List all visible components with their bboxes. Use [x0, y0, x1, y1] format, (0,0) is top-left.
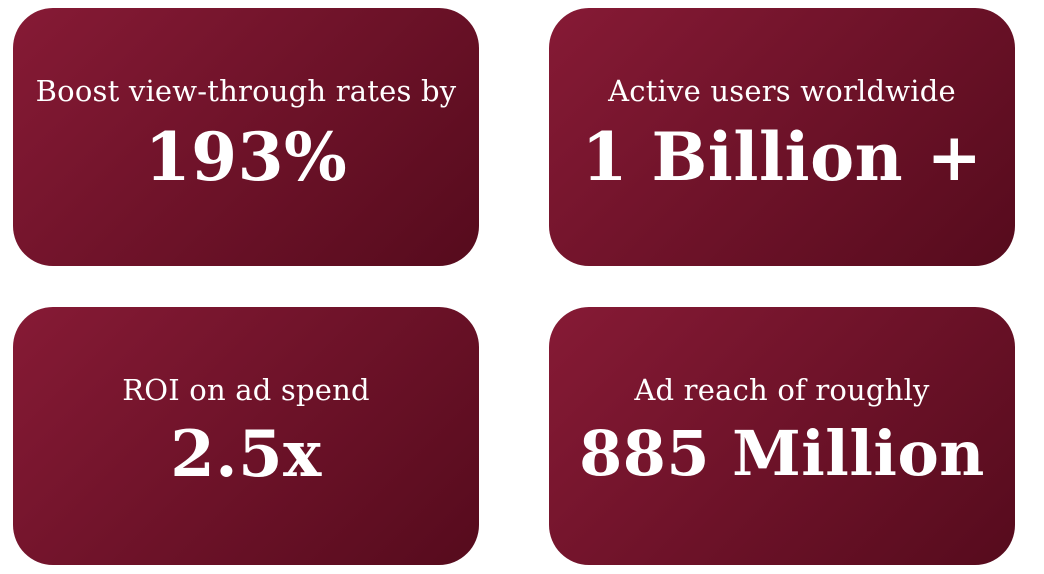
stat-caption: ROI on ad spend — [122, 373, 370, 407]
stat-caption: Ad reach of roughly — [634, 373, 930, 407]
stat-card-active-users: Active users worldwide 1 Billion + — [549, 8, 1015, 266]
stat-value: 885 Million — [579, 417, 985, 490]
stat-value: 193% — [144, 118, 348, 196]
stat-caption: Boost view-through rates by — [35, 74, 457, 108]
stat-card-view-through: Boost view-through rates by 193% — [13, 8, 479, 266]
stat-card-roi: ROI on ad spend 2.5x — [13, 307, 479, 565]
stat-value: 1 Billion + — [581, 118, 983, 196]
stat-value: 2.5x — [170, 417, 322, 492]
stat-card-ad-reach: Ad reach of roughly 885 Million — [549, 307, 1015, 565]
stat-caption: Active users worldwide — [608, 74, 956, 108]
